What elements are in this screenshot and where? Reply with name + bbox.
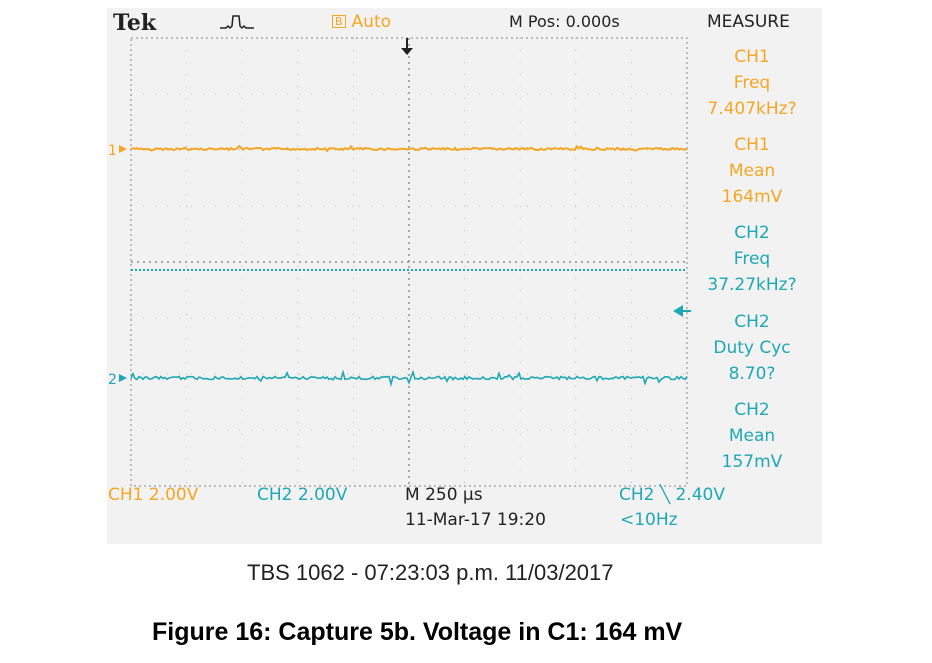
measure-channel: CH2 bbox=[734, 400, 770, 420]
measure-name: Mean bbox=[728, 161, 776, 181]
measure-name: Freq bbox=[733, 73, 771, 93]
measure-title: MEASURE bbox=[707, 12, 790, 32]
acquisition-box: B bbox=[332, 15, 346, 28]
capture-footer: TBS 1062 - 07:23:03 p.m. 11/03/2017 bbox=[247, 560, 614, 585]
graticule bbox=[130, 37, 688, 487]
ch1-scale: CH1 2.00V bbox=[108, 485, 199, 505]
measure-value: 7.407kHz? bbox=[707, 99, 797, 119]
measure-value: 164mV bbox=[721, 187, 783, 207]
measure-channel: CH2 bbox=[734, 312, 770, 332]
measure-name: Freq bbox=[733, 249, 771, 269]
measure-channel: CH1 bbox=[734, 135, 770, 155]
trigger-position-arrow-icon bbox=[401, 38, 413, 55]
measure-value: 37.27kHz? bbox=[707, 275, 797, 295]
measure-name: Duty Cyc bbox=[713, 338, 791, 358]
measure-value: 8.70? bbox=[728, 364, 776, 384]
trigger-frequency: <10Hz bbox=[620, 510, 678, 530]
trigger-level: CH2 ╲ 2.40V bbox=[619, 485, 725, 505]
measure-value: 157mV bbox=[721, 452, 783, 472]
measure-name: Mean bbox=[728, 426, 776, 446]
ch1-ground-marker: 1 bbox=[108, 143, 127, 159]
scope-datetime: 11-Mar-17 19:20 bbox=[405, 510, 546, 530]
ch2-ground-marker: 2 bbox=[108, 372, 127, 388]
measure-item: CH2 Duty Cyc 8.70? bbox=[704, 309, 800, 387]
ch2-scale: CH2 2.00V bbox=[257, 485, 348, 505]
measure-item: CH1 Mean 164mV bbox=[704, 132, 800, 210]
oscilloscope-screen: 1 2 Tek B Auto M Pos: 0.000s MEASURE CH1 F… bbox=[107, 8, 822, 544]
measure-channel: CH1 bbox=[734, 47, 770, 67]
timebase: M 250 µs bbox=[405, 485, 483, 505]
ch1-marker-label: 1 bbox=[108, 143, 117, 159]
ch1-trace bbox=[130, 144, 688, 153]
trigger-waveform-icon bbox=[220, 15, 254, 30]
measure-item: CH2 Mean 157mV bbox=[704, 397, 800, 475]
ch2-trace bbox=[130, 369, 688, 388]
measure-item: CH1 Freq 7.407kHz? bbox=[704, 44, 800, 122]
acquisition-mode-label: Auto bbox=[351, 12, 392, 32]
figure-caption: Figure 16: Capture 5b. Voltage in C1: 16… bbox=[152, 618, 683, 646]
scope-display: 1 2 bbox=[108, 37, 691, 487]
measure-item: CH2 Freq 37.27kHz? bbox=[704, 220, 800, 298]
measure-channel: CH2 bbox=[734, 223, 770, 243]
trigger-level-arrow-icon bbox=[673, 305, 691, 317]
horizontal-position: M Pos: 0.000s bbox=[509, 12, 620, 31]
brand-logo: Tek bbox=[113, 10, 157, 36]
acquisition-mode: B Auto bbox=[332, 14, 391, 31]
ch2-marker-label: 2 bbox=[108, 372, 117, 388]
